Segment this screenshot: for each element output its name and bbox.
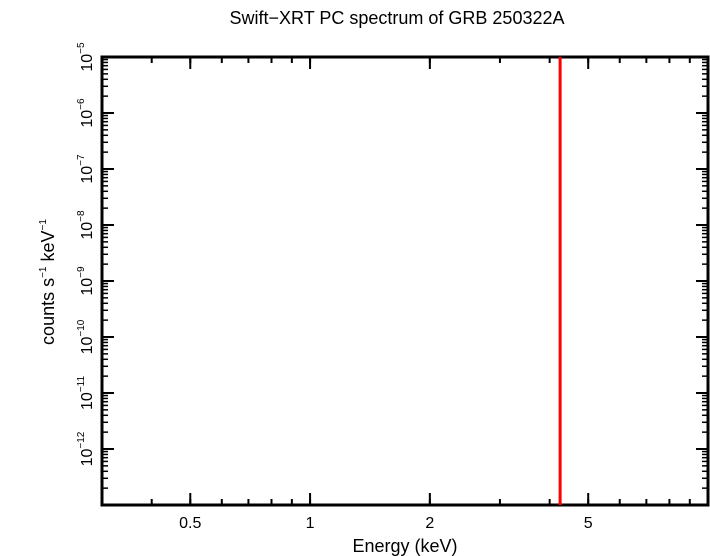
x-tick-label: 2: [425, 515, 434, 532]
plot-frame: [100, 55, 710, 507]
y-tick-label-base: 10: [79, 110, 96, 128]
y-tick-label: 10−8: [76, 210, 96, 240]
y-tick-label-exp: −12: [76, 431, 87, 448]
y-tick-label-base: 10: [79, 222, 96, 240]
y-tick-label: 10−9: [76, 266, 96, 296]
y-tick-label-base: 10: [79, 448, 96, 466]
y-tick-label-base: 10: [79, 166, 96, 184]
y-tick-label: 10−6: [76, 98, 96, 128]
y-tick-label-base: 10: [79, 278, 96, 296]
x-tick-label: 5: [584, 515, 593, 532]
y-tick-label-base: 10: [79, 336, 96, 354]
chart-title: Swift−XRT PC spectrum of GRB 250322A: [230, 8, 565, 28]
y-tick-label: 10−11: [76, 376, 96, 410]
y-axis-label: counts s−1 keV−1: [38, 219, 58, 345]
y-tick-label: 10−5: [76, 42, 96, 72]
y-tick-label-exp: −6: [76, 98, 87, 110]
y-tick-label: 10−7: [76, 154, 96, 184]
y-tick-label: 10−12: [76, 431, 96, 466]
y-tick-label-base: 10: [79, 392, 96, 410]
x-axis-label: Energy (keV): [352, 536, 457, 556]
y-axis-label-exp2: −1: [38, 219, 49, 231]
y-axis-label-exp1: −1: [38, 266, 49, 278]
x-tick-label: 0.5: [179, 515, 201, 532]
y-tick-label-exp: −5: [76, 42, 87, 54]
plot-area: 0.5 1 2 510−1210−1110−1010−910−810−710−610−…: [76, 42, 710, 532]
x-tick-label: 1: [306, 515, 315, 532]
y-axis-label-base: counts s: [38, 278, 58, 345]
y-tick-label-exp: −8: [76, 210, 87, 222]
y-tick-label-exp: −9: [76, 266, 87, 278]
y-tick-label: 10−10: [76, 319, 96, 354]
y-axis-label-mid: keV: [38, 230, 58, 266]
y-tick-label-exp: −7: [76, 154, 87, 166]
y-tick-label-base: 10: [79, 54, 96, 72]
y-tick-label-exp: −11: [76, 376, 87, 393]
y-tick-label-exp: −10: [76, 319, 87, 336]
